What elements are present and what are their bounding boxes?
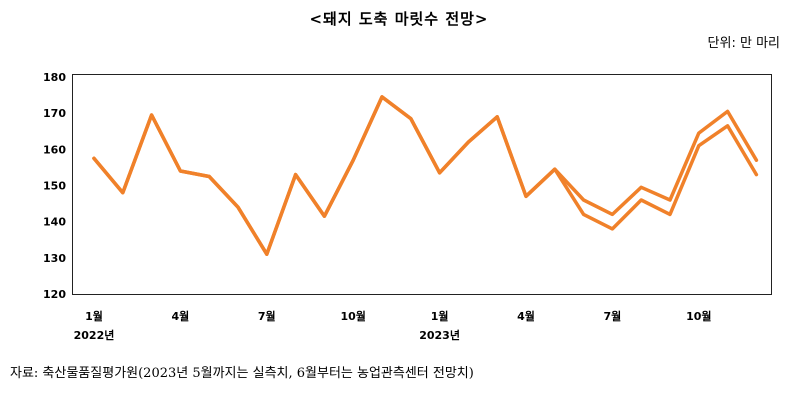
y-tick-label: 140 — [43, 216, 66, 229]
x-tick-label: 7월 — [604, 309, 622, 323]
series-line-1 — [92, 95, 759, 256]
x-tick-label: 4월 — [172, 309, 190, 323]
y-tick-label: 170 — [43, 107, 66, 120]
y-tick-label: 150 — [43, 180, 66, 193]
x-tick-label: 10월 — [340, 309, 365, 323]
x-year-label: 2022년 — [74, 328, 115, 342]
series-line-2 — [92, 95, 759, 256]
x-tick-label: 10월 — [686, 309, 711, 323]
y-tick-label: 130 — [43, 252, 66, 265]
x-tick-label: 4월 — [517, 309, 535, 323]
plot-area-frame — [72, 74, 772, 295]
chart-title: <돼지 도축 마릿수 전망> — [309, 10, 489, 28]
y-tick-label: 160 — [43, 143, 66, 156]
x-year-label: 2023년 — [419, 328, 460, 342]
y-tick-label: 180 — [43, 71, 66, 84]
source-note: 자료: 축산물품질평가원(2023년 5월까지는 실측치, 6월부터는 농업관측… — [10, 366, 474, 381]
y-tick-label: 120 — [43, 288, 66, 301]
x-tick-label: 1월 — [431, 309, 449, 323]
x-tick-label: 1월 — [85, 309, 103, 323]
x-tick-label: 7월 — [258, 309, 276, 323]
unit-label: 단위: 만 마리 — [707, 36, 780, 51]
